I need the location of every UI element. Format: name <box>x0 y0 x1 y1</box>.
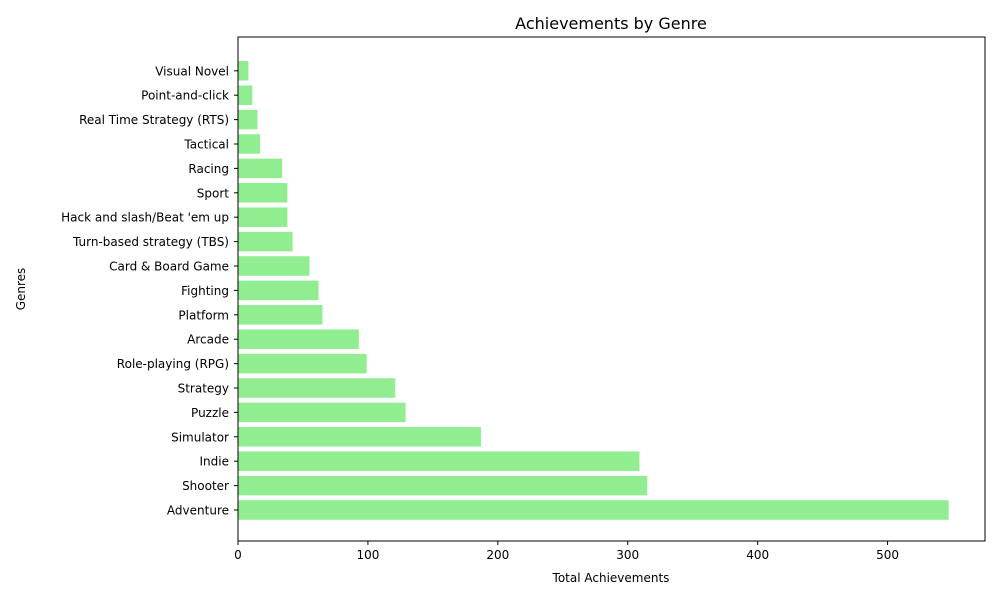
bar-3 <box>238 427 481 447</box>
chart-title: Achievements by Genre <box>515 14 707 33</box>
bar-16 <box>238 109 258 130</box>
y-tick-label-10: Card & Board Game <box>109 260 229 274</box>
x-tick-label-3: 300 <box>616 548 639 562</box>
y-tick-label-1: Shooter <box>182 479 229 493</box>
x-tick-label-5: 500 <box>876 548 899 562</box>
bar-2 <box>238 451 640 471</box>
y-tick-label-2: Indie <box>200 455 229 469</box>
y-tick-label-12: Hack and slash/Beat 'em up <box>61 211 229 225</box>
bar-14 <box>238 158 283 179</box>
bar-15 <box>238 134 261 154</box>
y-tick-label-13: Sport <box>197 186 230 200</box>
y-axis-ticks: Adventure Shooter Indie Simulator Puzzle Stra… <box>61 64 238 518</box>
y-tick-label-9: Fighting <box>181 284 229 298</box>
bar-7 <box>238 329 359 349</box>
y-axis-label: Genres <box>14 268 28 311</box>
x-tick-label-1: 100 <box>356 548 379 562</box>
bar-17 <box>238 85 253 105</box>
bar-13 <box>238 183 288 203</box>
bar-18 <box>238 61 249 81</box>
x-axis-label: Total Achievements <box>552 571 670 585</box>
bar-9 <box>238 280 319 301</box>
bar-1 <box>238 475 648 496</box>
y-tick-label-17: Point-and-click <box>141 89 229 103</box>
bar-6 <box>238 353 367 374</box>
x-tick-label-2: 200 <box>486 548 509 562</box>
bar-11 <box>238 231 293 252</box>
y-tick-label-16: Real Time Strategy (RTS) <box>79 113 229 127</box>
y-tick-label-11: Turn-based strategy (TBS) <box>72 235 229 249</box>
y-tick-label-18: Visual Novel <box>155 64 229 78</box>
y-tick-label-8: Platform <box>178 308 229 322</box>
y-tick-label-7: Arcade <box>187 333 229 347</box>
y-tick-label-0: Adventure <box>167 504 229 518</box>
y-tick-label-15: Tactical <box>183 138 229 152</box>
y-tick-label-4: Puzzle <box>191 406 229 420</box>
plot-frame <box>237 36 986 542</box>
x-tick-label-0: 0 <box>234 548 242 562</box>
bar-4 <box>238 402 406 423</box>
bar-0 <box>238 500 949 520</box>
y-tick-label-3: Simulator <box>171 430 229 444</box>
y-tick-label-14: Racing <box>188 162 229 176</box>
x-axis-ticks: 0 100 200 300 400 500 <box>234 541 899 562</box>
bar-10 <box>238 256 310 276</box>
y-tick-label-5: Strategy <box>178 382 229 396</box>
bars <box>238 61 949 520</box>
bar-12 <box>238 207 288 227</box>
bar-5 <box>238 378 396 398</box>
y-tick-label-6: Role-playing (RPG) <box>117 357 229 371</box>
x-tick-label-4: 400 <box>746 548 769 562</box>
bar-8 <box>238 305 323 325</box>
